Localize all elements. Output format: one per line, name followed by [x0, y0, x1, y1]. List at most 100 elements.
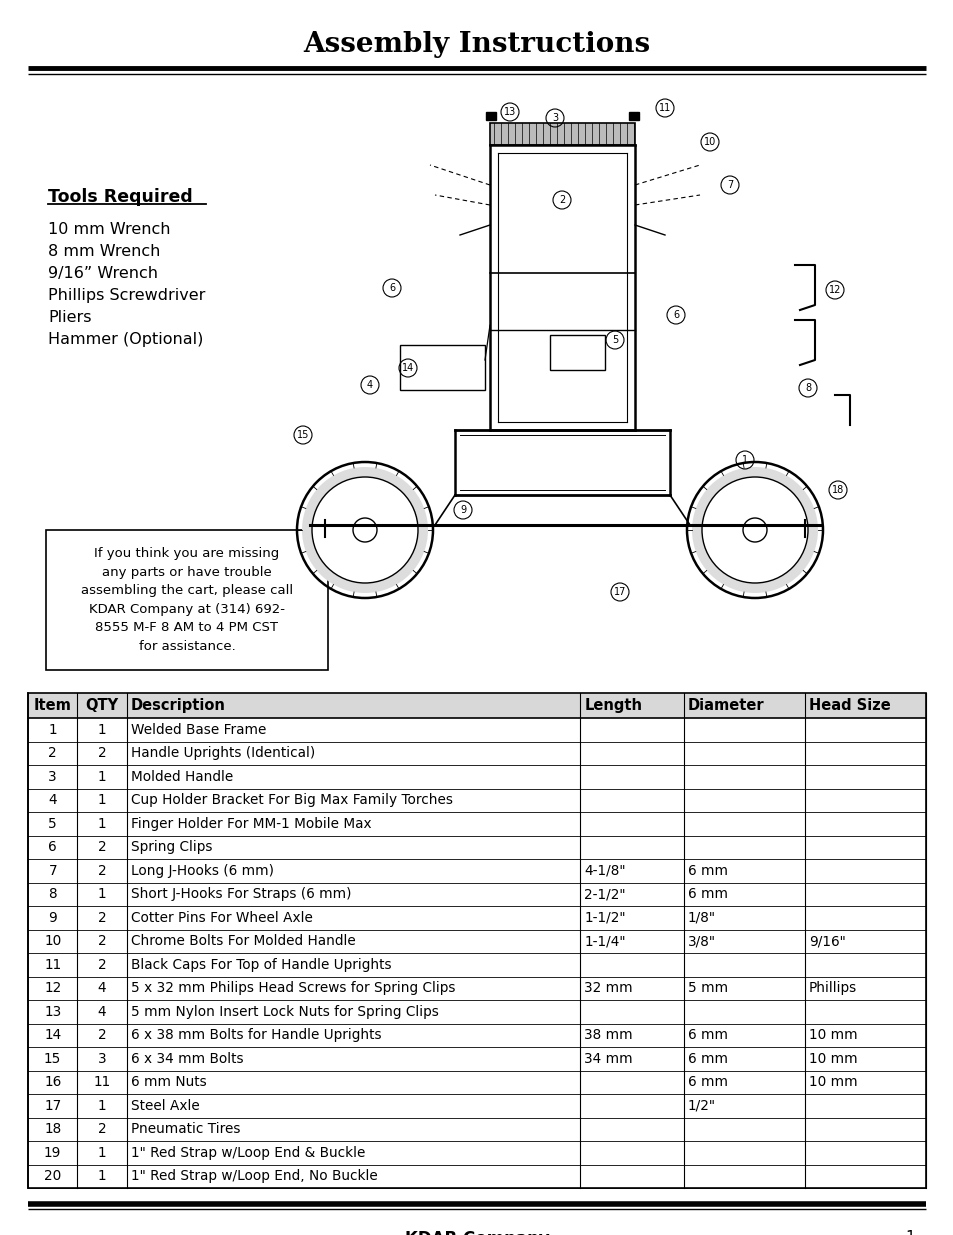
Text: 2: 2 [97, 863, 107, 878]
Text: 8: 8 [804, 383, 810, 393]
Text: 2: 2 [97, 1123, 107, 1136]
Circle shape [302, 467, 428, 593]
Text: Hammer (Optional): Hammer (Optional) [48, 332, 203, 347]
Text: 14: 14 [401, 363, 414, 373]
Text: 32 mm: 32 mm [583, 982, 632, 995]
Text: Pneumatic Tires: Pneumatic Tires [131, 1123, 240, 1136]
Text: Phillips Screwdriver: Phillips Screwdriver [48, 288, 205, 303]
Text: 2: 2 [97, 746, 107, 761]
Text: 6: 6 [49, 840, 57, 855]
Text: 1: 1 [904, 1230, 914, 1235]
Bar [490, 124, 635, 144]
Text: 6 x 34 mm Bolts: 6 x 34 mm Bolts [131, 1052, 243, 1066]
Text: Welded Base Frame: Welded Base Frame [131, 722, 266, 737]
Text: 3/8": 3/8" [687, 934, 715, 948]
Text: 6 mm: 6 mm [687, 1076, 727, 1089]
Text: 1" Red Strap w/Loop End, No Buckle: 1" Red Strap w/Loop End, No Buckle [131, 1170, 377, 1183]
Text: 6 mm: 6 mm [687, 1052, 727, 1066]
Text: 4: 4 [97, 1005, 107, 1019]
Text: 1-1/4": 1-1/4" [583, 934, 625, 948]
Text: 38 mm: 38 mm [583, 1029, 632, 1042]
Text: 34 mm: 34 mm [583, 1052, 632, 1066]
Text: Steel Axle: Steel Axle [131, 1099, 199, 1113]
Bar [628, 112, 639, 120]
Text: 5: 5 [611, 335, 618, 345]
Text: 1: 1 [49, 722, 57, 737]
Bar [550, 335, 604, 370]
Text: 10 mm: 10 mm [808, 1029, 857, 1042]
Text: 11: 11 [44, 958, 61, 972]
Text: 15: 15 [44, 1052, 61, 1066]
Text: 4-1/8": 4-1/8" [583, 863, 625, 878]
Text: Cotter Pins For Wheel Axle: Cotter Pins For Wheel Axle [131, 910, 313, 925]
Text: Description: Description [131, 698, 226, 713]
Text: 2: 2 [97, 840, 107, 855]
Text: Long J-Hooks (6 mm): Long J-Hooks (6 mm) [131, 863, 274, 878]
Text: Phillips: Phillips [808, 982, 856, 995]
Text: 13: 13 [503, 107, 516, 117]
Text: 18: 18 [831, 485, 843, 495]
Text: 2: 2 [49, 746, 57, 761]
Text: 13: 13 [44, 1005, 61, 1019]
Text: 3: 3 [97, 1052, 107, 1066]
Text: Chrome Bolts For Molded Handle: Chrome Bolts For Molded Handle [131, 934, 355, 948]
Text: 18: 18 [44, 1123, 61, 1136]
Text: 1: 1 [97, 1170, 107, 1183]
Text: 9/16” Wrench: 9/16” Wrench [48, 266, 158, 282]
Text: 10: 10 [44, 934, 61, 948]
Text: Black Caps For Top of Handle Uprights: Black Caps For Top of Handle Uprights [131, 958, 391, 972]
Bar [399, 345, 484, 390]
Text: 17: 17 [44, 1099, 61, 1113]
Text: Diameter: Diameter [687, 698, 763, 713]
Text: 7: 7 [49, 863, 57, 878]
Text: 12: 12 [828, 285, 841, 295]
Text: 1: 1 [97, 816, 107, 831]
Text: 1/8": 1/8" [687, 910, 715, 925]
Text: 9: 9 [49, 910, 57, 925]
Text: 1: 1 [741, 454, 747, 466]
Text: 11: 11 [659, 103, 670, 112]
Text: Head Size: Head Size [808, 698, 889, 713]
Text: Cup Holder Bracket For Big Max Family Torches: Cup Holder Bracket For Big Max Family To… [131, 793, 453, 808]
Text: 4: 4 [49, 793, 57, 808]
Circle shape [701, 477, 807, 583]
Text: 5 x 32 mm Philips Head Screws for Spring Clips: 5 x 32 mm Philips Head Screws for Spring… [131, 982, 455, 995]
Circle shape [312, 477, 417, 583]
Circle shape [691, 467, 817, 593]
Text: 4: 4 [367, 380, 373, 390]
Text: 2-1/2": 2-1/2" [583, 887, 625, 902]
Text: Handle Uprights (Identical): Handle Uprights (Identical) [131, 746, 314, 761]
Text: 3: 3 [552, 112, 558, 124]
Text: Item: Item [33, 698, 71, 713]
Bar [46, 530, 328, 671]
Text: 1: 1 [97, 722, 107, 737]
Text: 8 mm Wrench: 8 mm Wrench [48, 245, 160, 259]
Text: 5 mm: 5 mm [687, 982, 727, 995]
Text: 5: 5 [49, 816, 57, 831]
Text: 8: 8 [49, 887, 57, 902]
Text: 10 mm: 10 mm [808, 1076, 857, 1089]
Text: Spring Clips: Spring Clips [131, 840, 213, 855]
Text: 20: 20 [44, 1170, 61, 1183]
Text: 9/16": 9/16" [808, 934, 844, 948]
Text: 6: 6 [389, 283, 395, 293]
Text: 6 mm Nuts: 6 mm Nuts [131, 1076, 206, 1089]
Text: 16: 16 [44, 1076, 61, 1089]
Text: 1: 1 [97, 1099, 107, 1113]
Text: KDAR Company: KDAR Company [404, 1230, 549, 1235]
Text: Length: Length [583, 698, 641, 713]
Text: 6 x 38 mm Bolts for Handle Uprights: 6 x 38 mm Bolts for Handle Uprights [131, 1029, 381, 1042]
Text: 10: 10 [703, 137, 716, 147]
Text: If you think you are missing
any parts or have trouble
assembling the cart, plea: If you think you are missing any parts o… [81, 547, 293, 653]
Text: 7: 7 [726, 180, 732, 190]
Text: Assembly Instructions: Assembly Instructions [303, 32, 650, 58]
Text: Short J-Hooks For Straps (6 mm): Short J-Hooks For Straps (6 mm) [131, 887, 351, 902]
Text: 12: 12 [44, 982, 61, 995]
Text: 2: 2 [97, 958, 107, 972]
Text: 19: 19 [44, 1146, 61, 1160]
Text: 1: 1 [97, 887, 107, 902]
Bar [28, 693, 925, 718]
Text: 14: 14 [44, 1029, 61, 1042]
Text: 5 mm Nylon Insert Lock Nuts for Spring Clips: 5 mm Nylon Insert Lock Nuts for Spring C… [131, 1005, 438, 1019]
Text: 10 mm: 10 mm [808, 1052, 857, 1066]
